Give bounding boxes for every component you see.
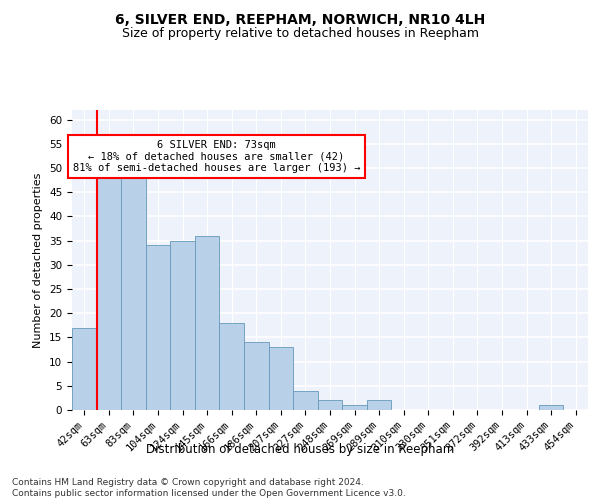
Text: Size of property relative to detached houses in Reepham: Size of property relative to detached ho… (121, 28, 479, 40)
Bar (146, 246, 170, 410)
Bar (97, 173, 121, 410)
Text: Distribution of detached houses by size in Reepham: Distribution of detached houses by size … (146, 442, 454, 456)
Bar (293, 390, 318, 410)
Bar (342, 405, 367, 410)
Bar (539, 405, 563, 410)
Text: Contains HM Land Registry data © Crown copyright and database right 2024.
Contai: Contains HM Land Registry data © Crown c… (12, 478, 406, 498)
Bar (121, 178, 146, 410)
Text: 6 SILVER END: 73sqm
← 18% of detached houses are smaller (42)
81% of semi-detach: 6 SILVER END: 73sqm ← 18% of detached ho… (73, 140, 360, 173)
Bar (220, 323, 244, 410)
Bar (195, 236, 220, 410)
Text: 6, SILVER END, REEPHAM, NORWICH, NR10 4LH: 6, SILVER END, REEPHAM, NORWICH, NR10 4L… (115, 12, 485, 26)
Bar (244, 342, 269, 410)
Bar (72, 328, 97, 410)
Bar (367, 400, 391, 410)
Bar (170, 240, 195, 410)
Bar (318, 400, 342, 410)
Y-axis label: Number of detached properties: Number of detached properties (34, 172, 43, 348)
Bar (269, 347, 293, 410)
